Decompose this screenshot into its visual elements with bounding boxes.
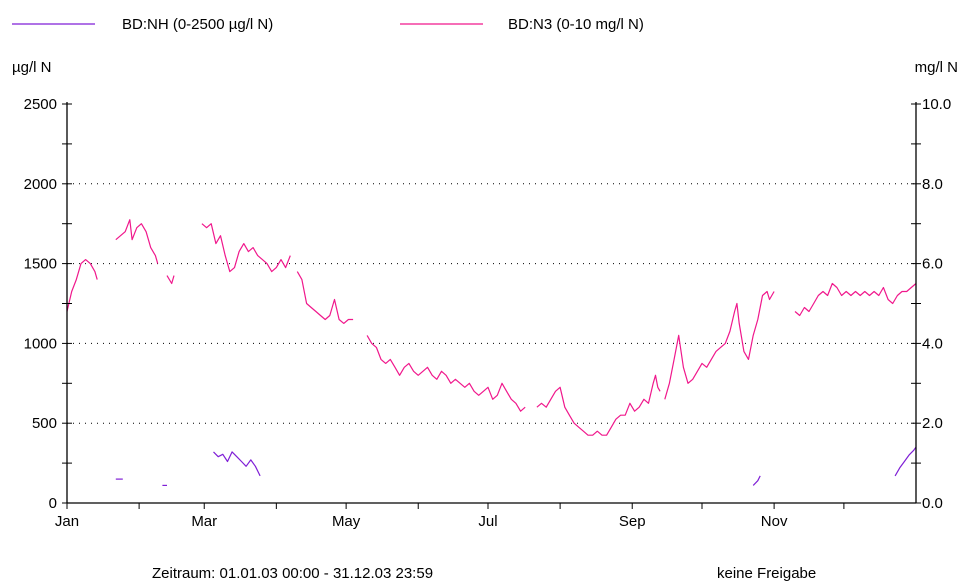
- series-segment: [366, 335, 526, 412]
- period-label: Zeitraum: 01.01.03 00:00 - 31.12.03 23:5…: [152, 565, 433, 582]
- right-tick-label: 0.0: [922, 495, 943, 512]
- left-tick-label: 1500: [24, 256, 57, 273]
- series-segment: [166, 275, 175, 285]
- series-segment: [66, 259, 98, 312]
- right-tick-label: 2.0: [922, 415, 943, 432]
- series-segment: [894, 446, 917, 477]
- legend-label-n3: BD:N3 (0-10 mg/l N): [508, 16, 644, 33]
- x-tick-label: Jan: [55, 513, 79, 530]
- left-tick-label: 0: [49, 495, 57, 512]
- right-tick-label: 8.0: [922, 176, 943, 193]
- right-axis-unit: mg/l N: [915, 59, 958, 76]
- x-tick-label: Sep: [619, 513, 646, 530]
- x-tick-label: Jul: [478, 513, 497, 530]
- right-tick-label: 4.0: [922, 335, 943, 352]
- series-segment: [536, 374, 661, 436]
- series-segment: [115, 219, 159, 264]
- grid: [67, 183, 916, 424]
- series-segment: [213, 451, 261, 477]
- legend-label-nh: BD:NH (0-2500 µg/l N): [122, 16, 273, 33]
- release-status: keine Freigabe: [717, 565, 816, 582]
- left-tick-label: 500: [32, 415, 57, 432]
- series-segment: [296, 271, 354, 324]
- left-axis-unit: µg/l N: [12, 59, 52, 76]
- left-tick-label: 1000: [24, 335, 57, 352]
- left-tick-label: 2500: [24, 96, 57, 113]
- right-tick-label: 6.0: [922, 256, 943, 273]
- left-tick-label: 2000: [24, 176, 57, 193]
- right-tick-label: 10.0: [922, 96, 951, 113]
- series-n3: [66, 219, 917, 436]
- x-tick-label: Nov: [761, 513, 788, 530]
- series-segment: [201, 223, 291, 273]
- series-segment: [752, 475, 761, 486]
- series-layer: [66, 219, 917, 486]
- series-segment: [794, 282, 917, 317]
- series-nh: [115, 446, 917, 486]
- series-segment: [664, 290, 775, 400]
- axes: [66, 102, 917, 504]
- x-tick-label: May: [332, 513, 361, 530]
- x-tick-label: Mar: [191, 513, 217, 530]
- ticks: 0 500 1000 1500 2000 2500 0.0 2.0 4.0 6.0 8.0 10.0 J…: [24, 96, 952, 530]
